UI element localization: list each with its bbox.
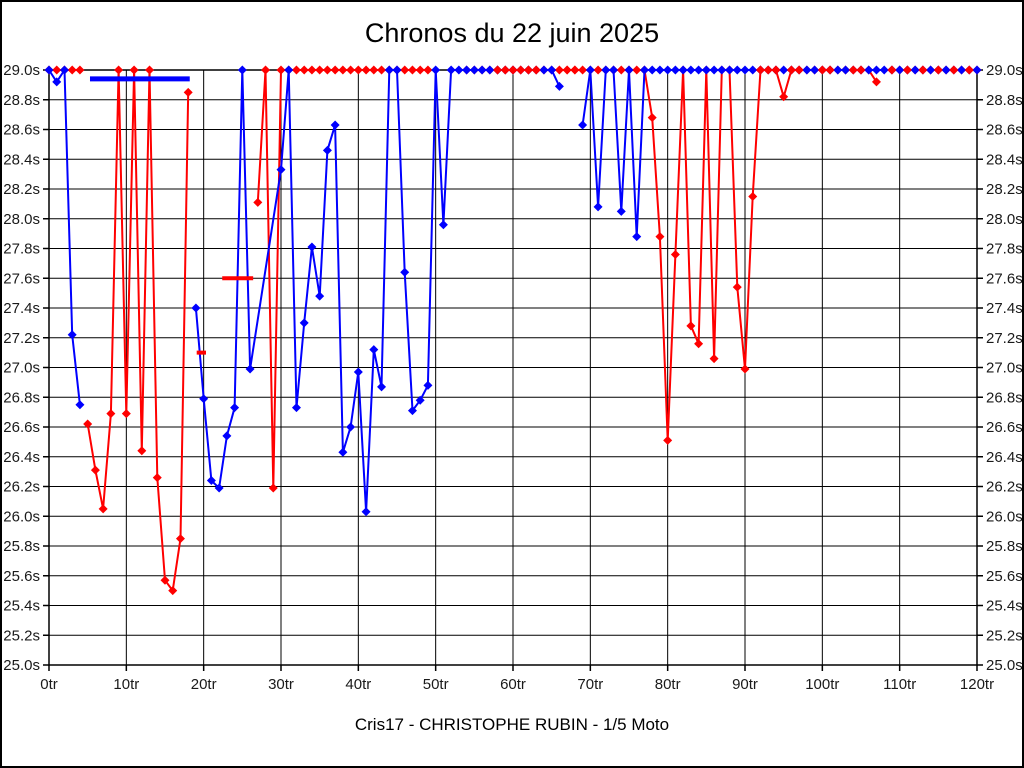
y-tick-label-left: 25.8s	[3, 538, 40, 555]
series-red-markers	[83, 65, 193, 596]
y-tick-label-left: 29.0s	[3, 62, 40, 79]
y-tick-label-left: 27.6s	[3, 270, 40, 287]
y-tick-label-left: 25.0s	[3, 657, 40, 674]
series-blue-line	[581, 69, 977, 238]
y-tick-label-right: 28.6s	[986, 122, 1023, 139]
y-tick-label-right: 27.0s	[986, 360, 1023, 377]
y-tick-label-right: 27.6s	[986, 270, 1023, 287]
y-tick-label-left: 28.6s	[3, 122, 40, 139]
y-tick-label-right: 26.0s	[986, 508, 1023, 525]
x-tick-label: 50tr	[423, 676, 449, 693]
y-tick-label-left: 27.2s	[3, 330, 40, 347]
y-tick-label-right: 25.6s	[986, 568, 1023, 585]
series-red-markers	[462, 65, 881, 445]
y-tick-label-left: 25.4s	[3, 598, 40, 615]
series-blue-line	[48, 69, 81, 405]
y-tick-label-right: 26.8s	[986, 389, 1023, 406]
y-tick-label-right: 28.4s	[986, 151, 1023, 168]
y-tick-label-right: 27.4s	[986, 300, 1023, 317]
y-tick-label-left: 28.8s	[3, 92, 40, 109]
y-tick-label-right: 27.2s	[986, 330, 1023, 347]
y-tick-label-left: 28.4s	[3, 151, 40, 168]
x-tick-label: 70tr	[577, 676, 603, 693]
y-tick-label-left: 25.6s	[3, 568, 40, 585]
y-tick-label-right: 28.8s	[986, 92, 1023, 109]
y-tick-label-left: 26.6s	[3, 419, 40, 436]
y-tick-label-right: 26.4s	[986, 449, 1023, 466]
x-tick-label: 110tr	[883, 676, 916, 693]
x-tick-label: 80tr	[655, 676, 681, 693]
y-tick-label-right: 29.0s	[986, 62, 1023, 79]
x-tick-label: 40tr	[345, 676, 371, 693]
y-tick-label-left: 26.8s	[3, 389, 40, 406]
y-tick-label-left: 26.4s	[3, 449, 40, 466]
x-tick-label: 60tr	[500, 676, 526, 693]
y-tick-label-right: 25.8s	[986, 538, 1023, 555]
y-tick-label-left: 27.4s	[3, 300, 40, 317]
chart-caption: Cris17 - CHRISTOPHE RUBIN - 1/5 Moto	[354, 715, 670, 734]
y-tick-label-left: 27.8s	[3, 241, 40, 258]
y-tick-label-left: 26.2s	[3, 479, 40, 496]
top-clipped-red-marks	[493, 65, 974, 75]
y-tick-label-right: 26.2s	[986, 479, 1023, 496]
y-tick-label-right: 25.4s	[986, 598, 1023, 615]
x-tick-label: 0tr	[40, 676, 58, 693]
x-tick-label: 90tr	[732, 676, 758, 693]
series-red-line	[466, 69, 878, 442]
y-tick-label-right: 28.0s	[986, 211, 1023, 228]
x-tick-label: 10tr	[113, 676, 139, 693]
y-tick-label-left: 26.0s	[3, 508, 40, 525]
x-tick-label: 20tr	[191, 676, 217, 693]
y-tick-label-right: 25.0s	[986, 657, 1023, 674]
series-blue-line	[194, 69, 561, 513]
y-tick-label-right: 28.2s	[986, 181, 1023, 198]
y-tick-label-right: 25.2s	[986, 627, 1023, 644]
y-tick-label-left: 28.0s	[3, 211, 40, 228]
x-tick-label: 120tr	[960, 676, 994, 693]
y-tick-label-right: 26.6s	[986, 419, 1023, 436]
chart-title: Chronos du 22 juin 2025	[364, 18, 660, 48]
y-tick-label-left: 27.0s	[3, 360, 40, 377]
x-tick-label: 30tr	[268, 676, 294, 693]
series-blue-markers	[44, 65, 85, 410]
y-tick-label-left: 25.2s	[3, 627, 40, 644]
y-tick-label-left: 28.2s	[3, 181, 40, 198]
y-tick-label-right: 27.8s	[986, 241, 1023, 258]
x-tick-label: 100tr	[805, 676, 839, 693]
